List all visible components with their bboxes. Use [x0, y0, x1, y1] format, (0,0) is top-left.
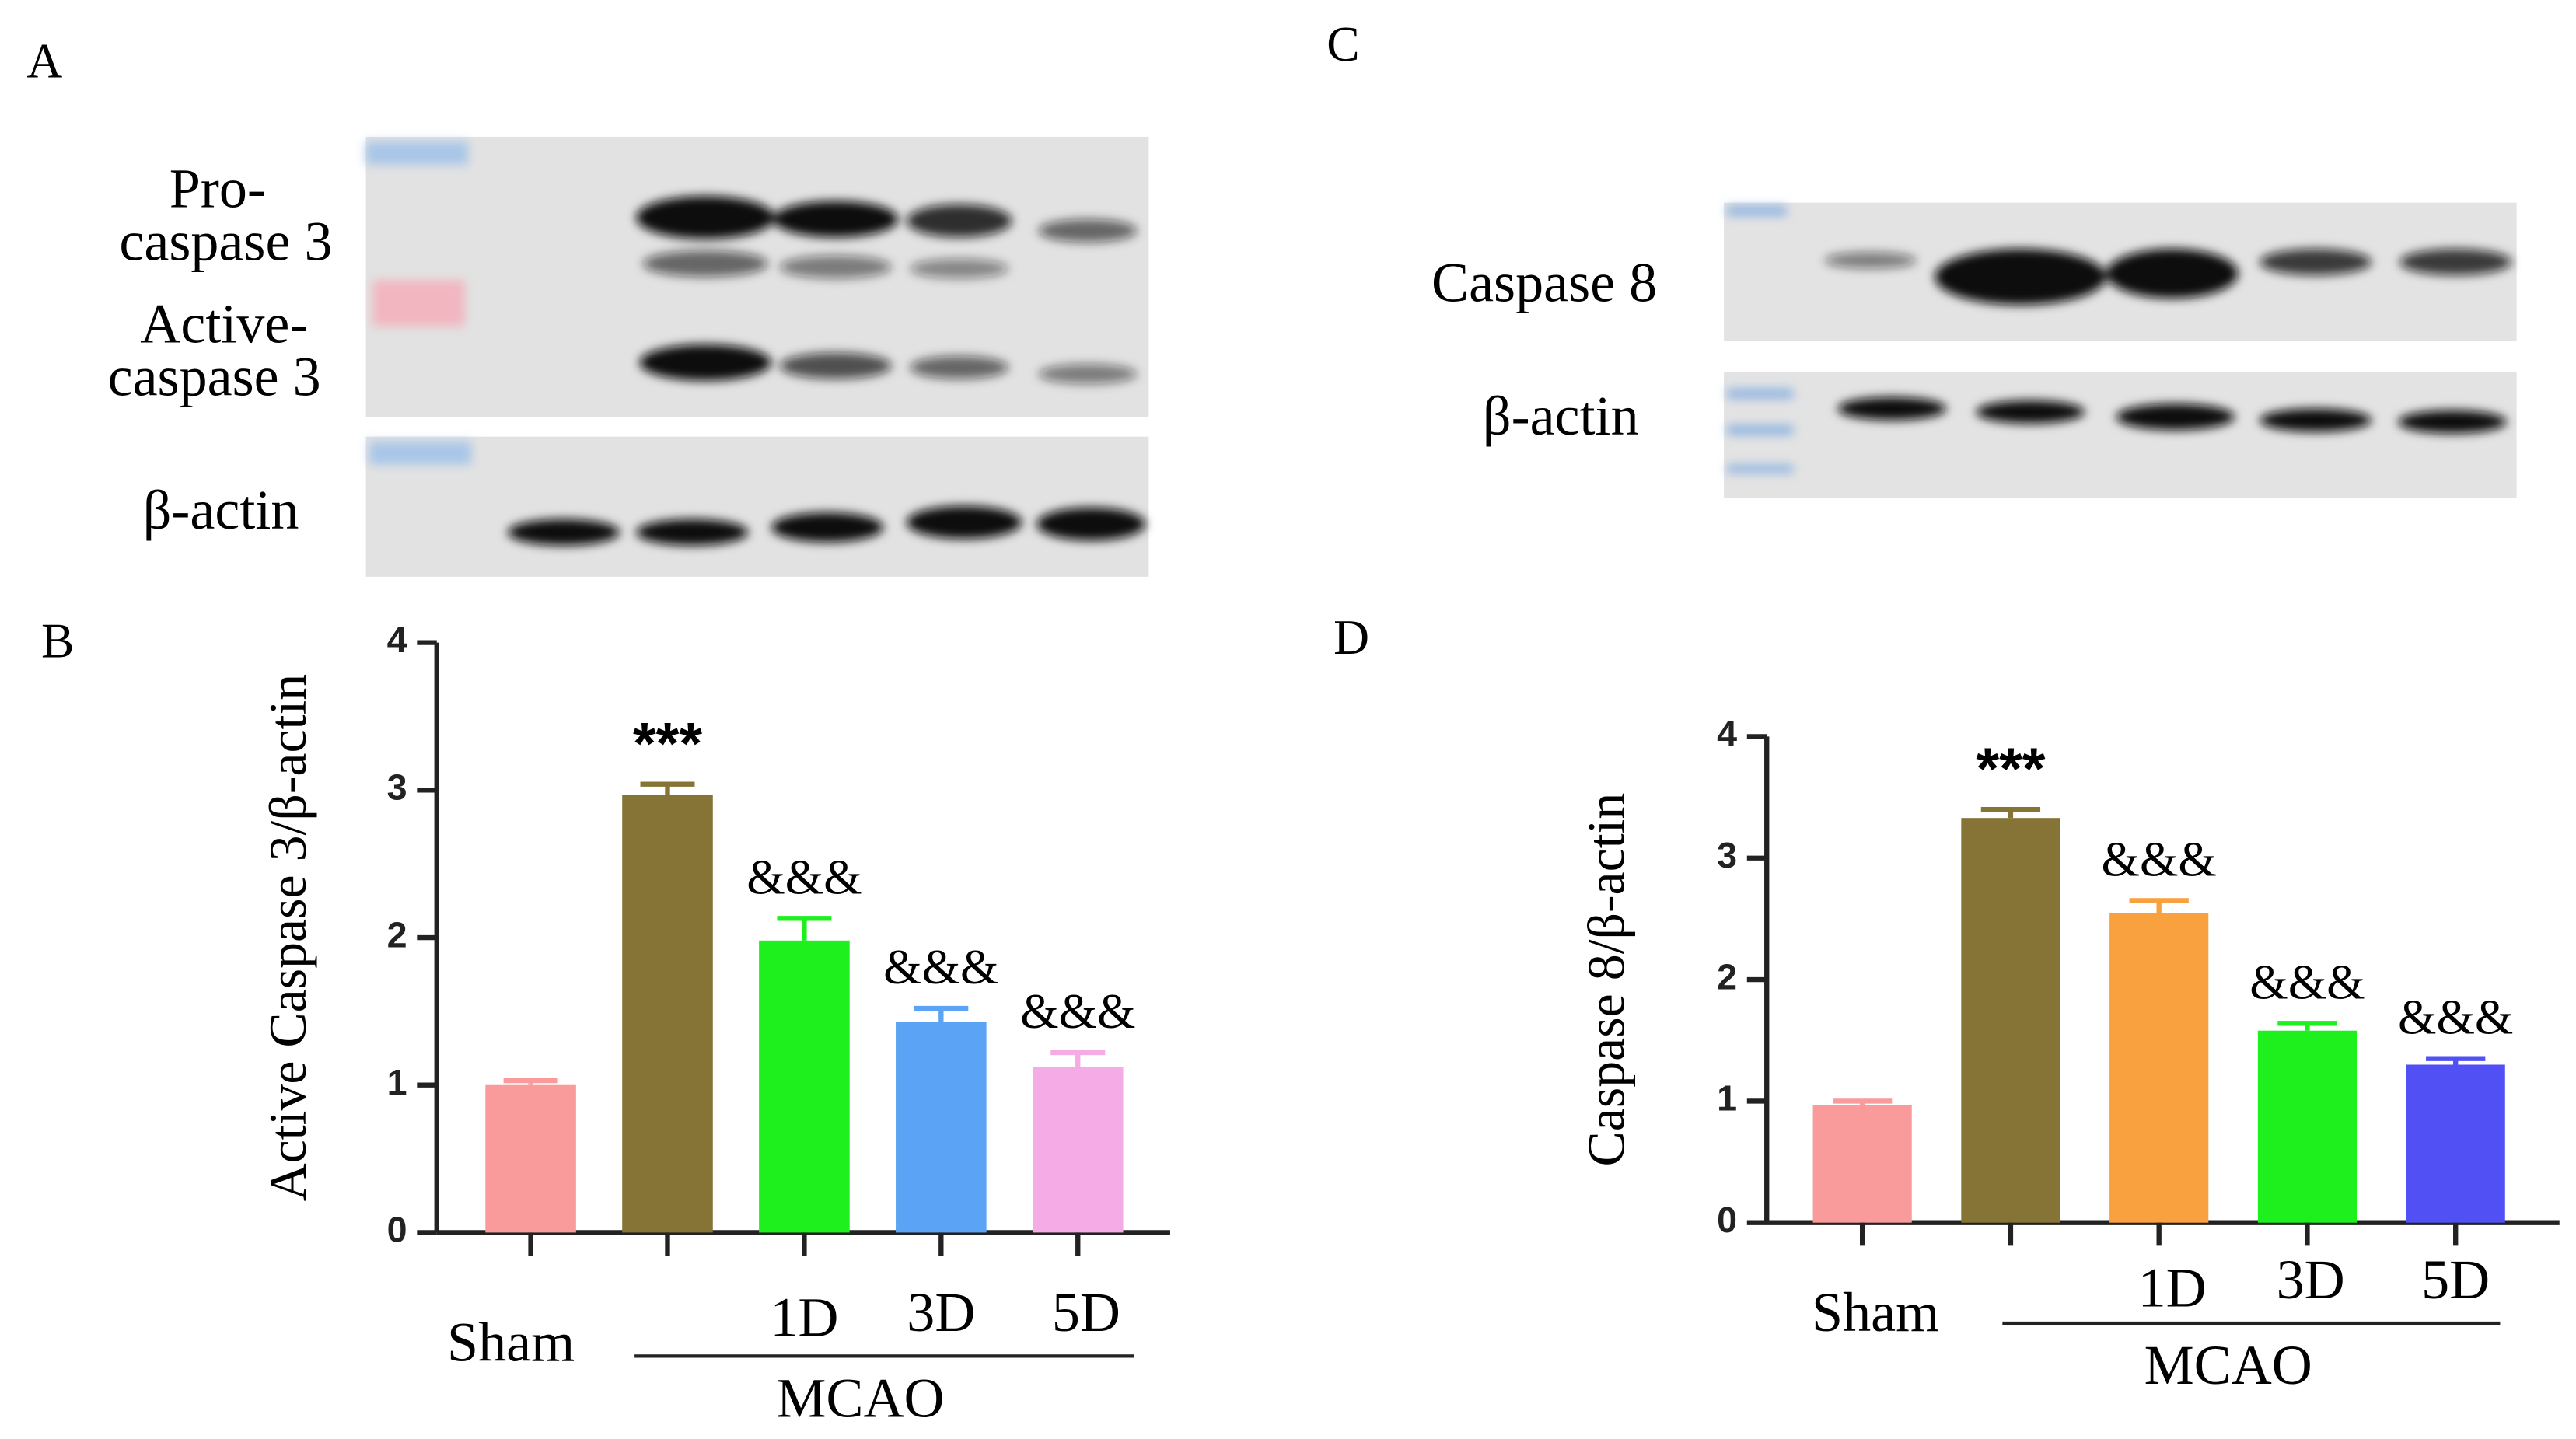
blot-label: Pro-	[170, 158, 266, 220]
blot-label: Active-	[140, 292, 308, 355]
significance-label: ***	[633, 711, 702, 777]
y-tick-label: 3	[1717, 835, 1737, 875]
bar	[2257, 1030, 2358, 1223]
blot-label: Caspase 8	[1431, 251, 1657, 313]
blot-a	[365, 136, 1149, 577]
bar	[1032, 1067, 1124, 1233]
bar	[485, 1084, 576, 1233]
x-tick-label: 5D	[2421, 1249, 2490, 1311]
blot-label: β-actin	[1483, 385, 1639, 447]
x-tick-label: 5D	[1052, 1281, 1120, 1343]
significance-label: &&&	[746, 849, 862, 904]
y-tick-label: 0	[1717, 1200, 1737, 1240]
error-bar	[503, 1078, 558, 1085]
error-bar	[2277, 1021, 2337, 1031]
significance-label: &&&	[2249, 954, 2365, 1009]
error-bar	[1980, 807, 2041, 819]
blot-label: β-actin	[143, 479, 299, 541]
x-tick-label: 3D	[907, 1281, 975, 1343]
y-tick-label: 2	[1717, 956, 1737, 997]
bar	[1812, 1105, 1912, 1223]
bar	[2406, 1064, 2505, 1223]
error-bar	[2129, 898, 2189, 913]
panel-label: D	[1333, 609, 1369, 665]
panel-label: B	[41, 613, 74, 668]
panel-label: C	[1326, 16, 1359, 72]
y-axis-label: Caspase 8/β-actin	[1578, 793, 1636, 1167]
blot-label: caspase 3	[108, 345, 321, 407]
error-bar	[640, 781, 695, 795]
error-bar	[914, 1005, 969, 1022]
x-tick-label: 1D	[770, 1287, 838, 1349]
y-tick-label: 1	[1717, 1078, 1737, 1119]
x-tick-label: 1D	[2138, 1256, 2207, 1319]
x-tick-label: Sham	[447, 1311, 575, 1373]
bar	[2109, 913, 2209, 1223]
bar	[622, 795, 713, 1233]
x-tick-label: 3D	[2277, 1249, 2345, 1311]
significance-label: &&&	[2102, 831, 2217, 886]
y-tick-label: 1	[387, 1062, 407, 1102]
panel-label: A	[26, 33, 62, 88]
y-tick-label: 4	[1717, 714, 1737, 754]
y-tick-label: 3	[387, 767, 407, 808]
significance-label: ***	[1976, 736, 2045, 802]
y-axis-label: Active Caspase 3/β-actin	[259, 674, 317, 1201]
group-label: MCAO	[776, 1367, 944, 1429]
bar	[1961, 818, 2060, 1223]
bar	[759, 940, 850, 1233]
blot-label: caspase 3	[119, 210, 332, 272]
significance-label: &&&	[883, 939, 998, 994]
y-tick-label: 2	[387, 914, 407, 955]
blot-c	[1724, 202, 2517, 498]
bar	[896, 1022, 987, 1233]
group-label: MCAO	[2144, 1334, 2312, 1396]
x-tick-label: Sham	[1812, 1281, 1939, 1343]
error-bar	[1833, 1098, 1893, 1105]
y-tick-label: 4	[387, 620, 407, 660]
error-bar	[777, 916, 832, 941]
significance-label: &&&	[1020, 983, 1135, 1039]
error-bar	[1050, 1050, 1106, 1067]
error-bar	[2426, 1056, 2486, 1065]
significance-label: &&&	[2398, 990, 2513, 1045]
y-tick-label: 0	[387, 1210, 407, 1250]
